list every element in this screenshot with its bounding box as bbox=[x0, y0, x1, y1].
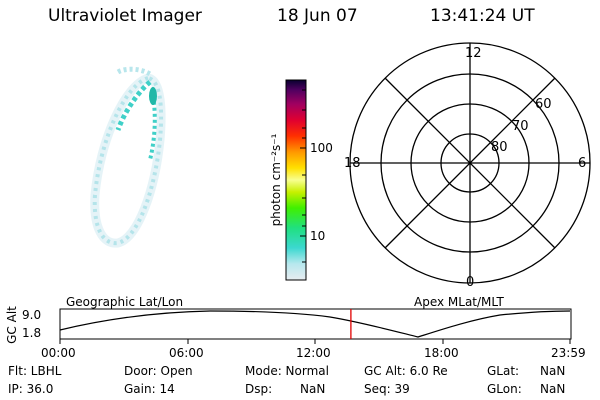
colorbar-tick-10: 10 bbox=[310, 229, 326, 243]
timeline-tick-1200: 12:00 bbox=[296, 346, 331, 360]
mlt-label-6: 6 bbox=[578, 156, 587, 171]
seq-status: Seq: 39 bbox=[364, 382, 410, 396]
timeline-ymin: 1.8 bbox=[22, 326, 42, 340]
timeline-tick-0600: 06:00 bbox=[169, 346, 204, 360]
mlt-label-12: 12 bbox=[465, 46, 482, 61]
mlt-label-18: 18 bbox=[344, 156, 361, 171]
polar-grid bbox=[349, 42, 591, 284]
ip-status: IP: 36.0 bbox=[8, 382, 54, 396]
observation-time: 13:41:24 UT bbox=[430, 6, 535, 26]
dsp-value: NaN bbox=[300, 382, 326, 396]
timeline-tick-0000: 00:00 bbox=[41, 346, 76, 360]
colorbar-ticks bbox=[300, 89, 306, 263]
timeline-ymax: 9.0 bbox=[22, 308, 42, 322]
instrument-title: Ultraviolet Imager bbox=[48, 6, 202, 26]
glon-value: NaN bbox=[540, 382, 566, 396]
timeline-tick-1800: 18:00 bbox=[424, 346, 459, 360]
timeline-frame bbox=[59, 308, 572, 340]
filter-status: Flt: LBHL bbox=[8, 364, 62, 378]
timeline-ticks bbox=[59, 339, 571, 344]
mode-status: Mode: Normal bbox=[245, 364, 329, 378]
glon-label: GLon: bbox=[487, 382, 522, 396]
observation-date: 18 Jun 07 bbox=[277, 6, 358, 26]
lat-label-80: 80 bbox=[491, 140, 508, 155]
timeline-right-caption: Apex MLat/MLT bbox=[414, 295, 504, 309]
lat-label-70: 70 bbox=[512, 119, 529, 134]
timeline-tick-2359: 23:59 bbox=[551, 346, 586, 360]
timeline-left-caption: Geographic Lat/Lon bbox=[66, 295, 184, 309]
dsp-label: Dsp: bbox=[245, 382, 273, 396]
glat-label: GLat: bbox=[487, 364, 520, 378]
lat-label-60: 60 bbox=[535, 97, 552, 112]
colorbar bbox=[285, 79, 307, 281]
auroral-image bbox=[90, 66, 166, 248]
colorbar-tick-100: 100 bbox=[310, 141, 333, 155]
colorbar-unit-label: photon cm⁻²s⁻¹ bbox=[269, 133, 283, 227]
mlt-label-0: 0 bbox=[466, 275, 475, 290]
door-status: Door: Open bbox=[124, 364, 193, 378]
glat-value: NaN bbox=[540, 364, 566, 378]
altitude-curve bbox=[59, 310, 571, 338]
timeline-ylabel: GC Alt bbox=[5, 306, 19, 344]
gc-alt-status: GC Alt: 6.0 Re bbox=[364, 364, 448, 378]
gain-status: Gain: 14 bbox=[124, 382, 175, 396]
